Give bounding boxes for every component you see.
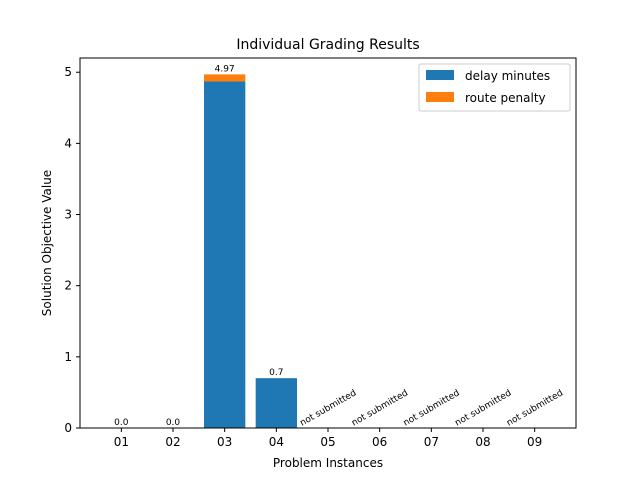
legend: delay minutes route penalty	[418, 63, 571, 112]
x-tick-label-09: 09	[527, 435, 542, 449]
y-tick-label-0: 0	[64, 421, 72, 435]
y-tick-label-2: 2	[64, 279, 72, 293]
y-tick-label-3: 3	[64, 208, 72, 222]
x-tick-label-01: 01	[114, 435, 129, 449]
bar-delay-minutes-03	[204, 81, 246, 428]
x-axis: 01 02 03 04 05 06 07 08 09	[114, 428, 542, 449]
bar-label-09: not submitted	[505, 388, 565, 428]
bar-label-08: not submitted	[454, 388, 514, 428]
legend-label-route-penalty: route penalty	[465, 91, 546, 105]
legend-swatch-route-penalty	[426, 92, 454, 102]
y-tick-label-5: 5	[64, 65, 72, 79]
bar-label-06: not submitted	[350, 388, 410, 428]
y-axis-title: Solution Objective Value	[40, 170, 54, 316]
bar-label-05: not submitted	[299, 388, 359, 428]
x-tick-label-05: 05	[320, 435, 335, 449]
bar-label-02: 0.0	[166, 418, 181, 428]
bars-layer	[204, 74, 297, 428]
legend-box	[418, 63, 571, 112]
legend-label-delay-minutes: delay minutes	[465, 69, 550, 83]
bar-label-01: 0.0	[114, 418, 129, 428]
bar-label-07: not submitted	[402, 388, 462, 428]
x-tick-label-07: 07	[424, 435, 439, 449]
y-tick-label-1: 1	[64, 350, 72, 364]
plot-area-frame	[79, 57, 577, 429]
chart-title: Individual Grading Results	[236, 37, 419, 53]
x-tick-label-04: 04	[269, 435, 284, 449]
legend-swatch-delay-minutes	[426, 70, 454, 80]
bar-label-03: 4.97	[215, 64, 235, 74]
x-axis-title: Problem Instances	[273, 456, 383, 470]
bar-route-penalty-03	[204, 74, 246, 82]
x-tick-label-06: 06	[372, 435, 387, 449]
x-tick-label-02: 02	[165, 435, 180, 449]
x-tick-label-03: 03	[217, 435, 232, 449]
y-tick-label-4: 4	[64, 136, 72, 150]
y-axis: 0 1 2 3 4 5	[64, 65, 80, 435]
x-tick-label-08: 08	[475, 435, 490, 449]
bar-label-04: 0.7	[269, 368, 283, 378]
bar-delay-minutes-04	[255, 378, 297, 428]
